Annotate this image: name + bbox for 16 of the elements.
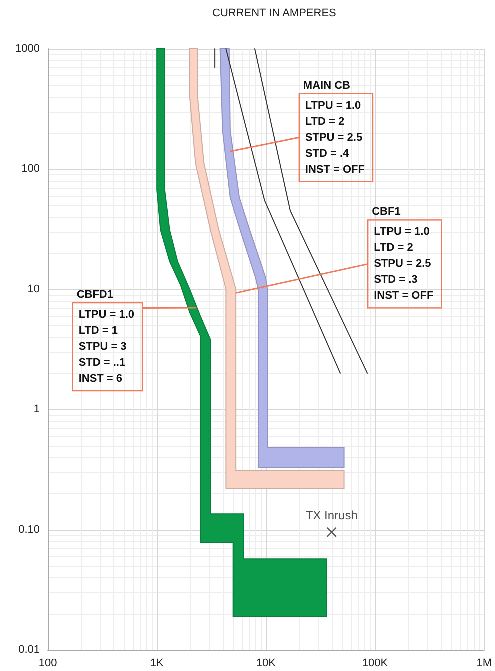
x-tick-label: 10K	[256, 658, 277, 670]
series-label: TX Inrush	[306, 508, 358, 522]
y-tick-label: 0.10	[18, 524, 40, 536]
x-axis-title: CURRENT IN AMPERES	[212, 8, 336, 20]
y-tick-label: 1000	[16, 43, 40, 55]
y-tick-label: 10	[28, 283, 40, 296]
x-tick-label: 100K	[362, 658, 389, 670]
y-tick-label: 1	[34, 404, 40, 416]
annotation: CBF1 LTPU = 1.0 LTD = 2 STPU = 2.5 STD = .3 INST = OFF	[372, 205, 434, 304]
y-tick-label: 100	[22, 163, 40, 176]
x-tick-label: 1M	[476, 658, 492, 670]
annotation: CBFD1 LTPU = 1.0 LTD = 1 STPU = 3 STD = ..1 INST = 6	[76, 288, 135, 388]
y-tick-label: 0.01	[18, 644, 40, 656]
annotation: MAIN CB LTPU = 1.0 LTD = 2 STPU = 2.5 STD = .4 INST = OFF	[303, 78, 365, 178]
x-tick-label: 1K	[150, 658, 164, 670]
x-tick-label: 100	[38, 658, 58, 670]
